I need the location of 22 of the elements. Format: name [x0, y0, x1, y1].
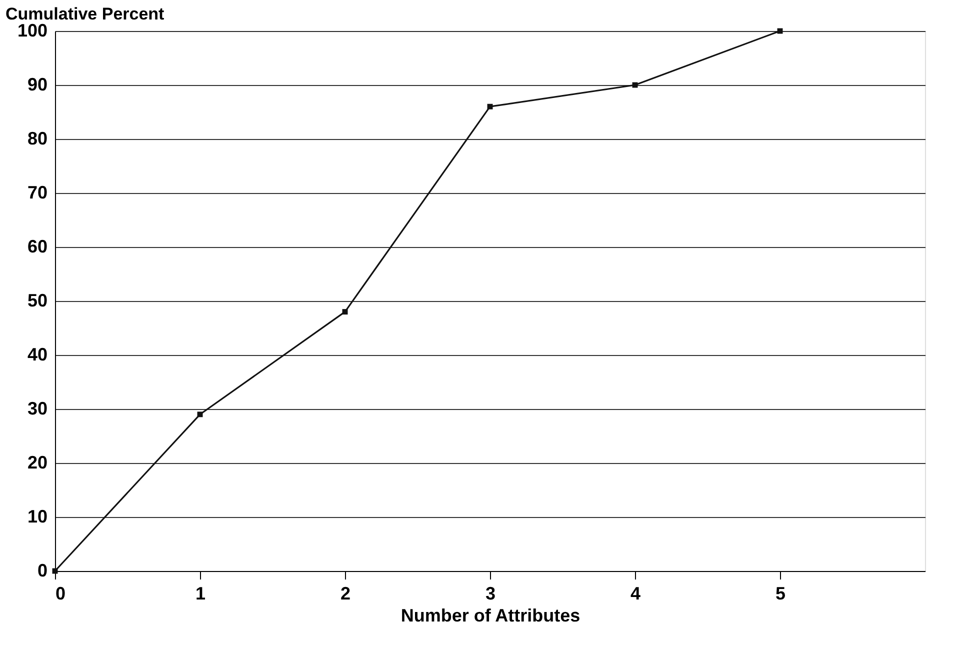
y-tick-label: 90: [27, 74, 48, 94]
x-tick-label: 1: [195, 584, 206, 604]
y-tick-label: 60: [27, 236, 48, 256]
y-tick-label: 10: [27, 506, 48, 526]
point: [197, 412, 203, 418]
y-tick-label: 20: [27, 452, 48, 472]
x-tick-label: 2: [340, 584, 351, 604]
x-axis-title: Number of Attributes: [400, 606, 580, 626]
x-tick-label: 0: [56, 584, 66, 604]
y-tick-label: 40: [27, 344, 48, 364]
y-tick-label: 0: [37, 560, 48, 580]
y-axis-title: Cumulative Percent: [6, 4, 165, 24]
x-tick-label: 3: [485, 584, 496, 604]
y-tick-label: 80: [27, 128, 48, 148]
y-tick-label: 70: [27, 182, 48, 202]
point: [342, 309, 348, 315]
y-tick-label: 30: [27, 398, 48, 418]
x-tick-label: 4: [630, 584, 641, 604]
y-tick-label: 50: [27, 290, 48, 310]
y-tick-label: 100: [17, 20, 48, 40]
point: [487, 104, 493, 110]
x-tick-label: 5: [775, 584, 786, 604]
